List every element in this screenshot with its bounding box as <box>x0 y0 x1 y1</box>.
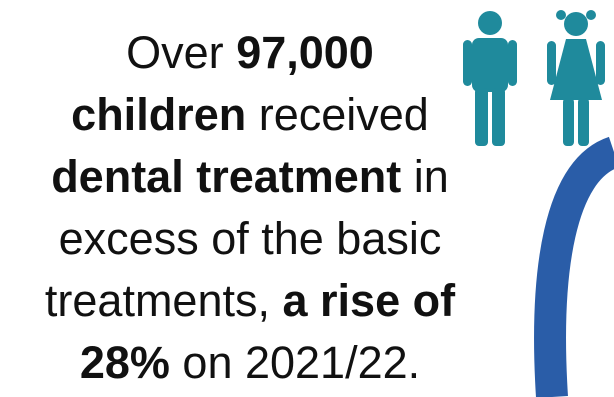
statement-line-3-post: in <box>401 151 449 202</box>
circular-ring-segment <box>534 136 614 397</box>
statement-line-4-text: excess of the basic <box>58 213 442 264</box>
boy-icon <box>463 11 517 146</box>
statement-highlight-percent: 28% <box>79 337 170 388</box>
statement-highlight-rise: a rise of <box>282 275 456 326</box>
statement-highlight-treatment: dental treatment <box>51 151 402 202</box>
statement-line-4: excess of the basic <box>0 208 500 270</box>
statement-highlight-count: 97,000 <box>236 27 374 78</box>
statement-line-1: Over 97,000 <box>0 22 500 84</box>
statement-line-6-post: on 2021/22. <box>169 337 421 388</box>
statement-line-5-pre: treatments, <box>44 275 283 326</box>
statement-line-2-post: received <box>246 89 429 140</box>
statement-line-1-pre: Over <box>126 27 237 78</box>
children-figures <box>463 10 605 146</box>
statement-text: Over 97,000 children received dental tre… <box>0 22 500 394</box>
statement-highlight-children: children <box>71 89 247 140</box>
girl-icon <box>547 10 605 146</box>
statement-line-2: children received <box>0 84 500 146</box>
statement-line-5: treatments, a rise of <box>0 270 500 332</box>
statement-line-3: dental treatment in <box>0 146 500 208</box>
statement-line-6: 28% on 2021/22. <box>0 332 500 394</box>
